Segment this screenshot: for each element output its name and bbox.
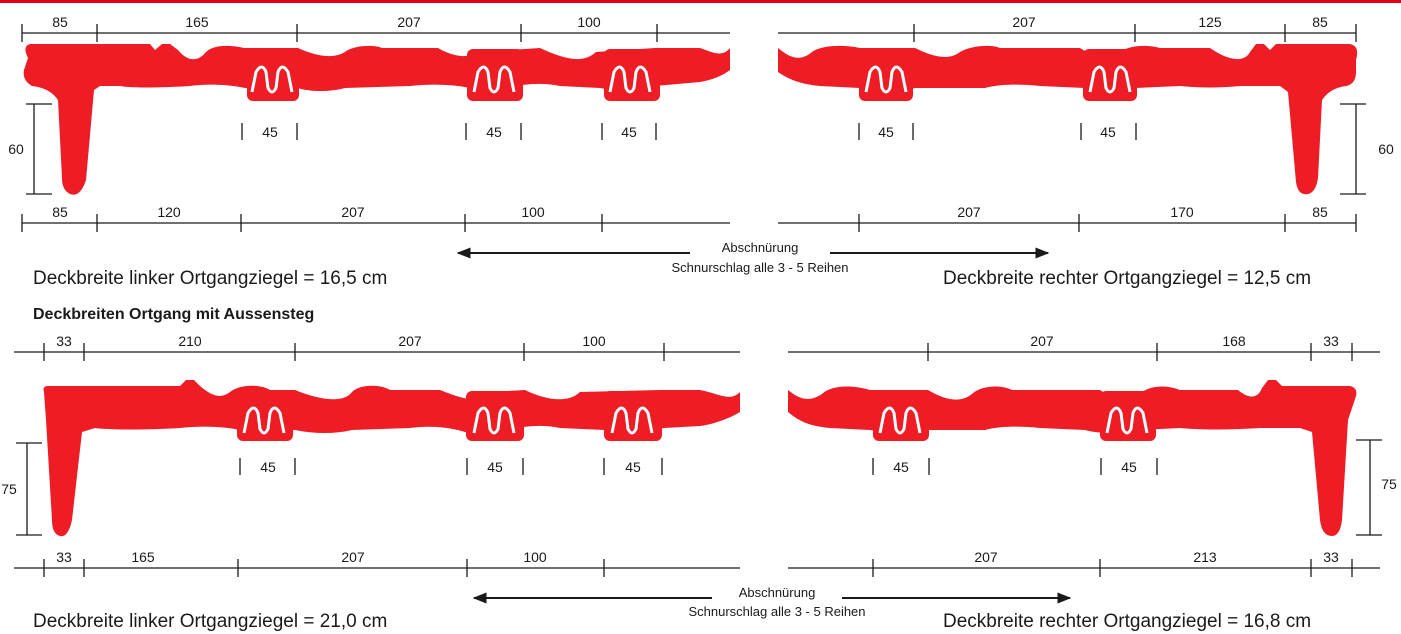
top-right-tile [778, 44, 1358, 195]
top-right-caption: Deckbreite rechter Ortgangziegel = 12,5 … [943, 268, 1312, 289]
bottom-left-bottom-dim-4: 100 [523, 549, 547, 565]
bottom-right-dimension-top [788, 343, 1380, 361]
top-right-height: 60 [1378, 141, 1394, 157]
bottom-left-caption: Deckbreite linker Ortgangziegel = 21,0 c… [33, 611, 388, 632]
top-left-gap-2: 45 [486, 124, 502, 140]
bottom-left-bottom-dim-2: 165 [131, 549, 155, 565]
top-right-top-dim-2: 125 [1198, 14, 1222, 30]
top-left-gap-3: 45 [621, 124, 637, 140]
interlock-groove [1088, 65, 1132, 94]
bottom-left-dimension-bottom [14, 559, 740, 577]
interlock-groove [610, 406, 654, 435]
bottom-left-tile [43, 380, 740, 537]
top-right-tile-body [778, 44, 1358, 195]
section-heading: Deckbreiten Ortgang mit Aussensteg [33, 306, 315, 323]
top-left-gap-marks [241, 123, 657, 140]
interlock-groove [878, 406, 922, 435]
bottom-left-top-dim-3: 207 [398, 333, 422, 349]
bottom-right-height-dimension [1356, 439, 1382, 536]
bottom-left-gap-3: 45 [625, 459, 641, 475]
bottom-left-top-dim-1: 33 [56, 333, 72, 349]
bottom-right-dimension-bottom [788, 559, 1380, 577]
bottom-left-gap-1: 45 [260, 459, 276, 475]
top-right-gap-marks [858, 123, 1137, 140]
top-right-gap-2: 45 [1100, 124, 1116, 140]
interlock-groove [472, 65, 516, 94]
top-right-top-dim-3: 85 [1312, 14, 1328, 30]
bottom-right-caption: Deckbreite rechter Ortgangziegel = 16,8 … [943, 611, 1312, 632]
interlock-groove [864, 65, 908, 94]
bottom-left-tile-body [43, 380, 740, 537]
bottom-left-gap-marks [239, 458, 663, 475]
top-left-dimension-top [21, 24, 730, 42]
interlock-groove [250, 65, 294, 94]
bottom-right-gap-2: 45 [1121, 459, 1137, 475]
top-center-label-1: Abschnürung [721, 240, 799, 255]
bottom-left-gap-2: 45 [487, 459, 503, 475]
interlock-groove [1105, 406, 1149, 435]
top-left-caption: Deckbreite linker Ortgangziegel = 16,5 c… [33, 268, 388, 289]
bottom-left-height: 75 [1, 481, 17, 497]
bottom-right-bottom-dim-1: 207 [974, 549, 998, 565]
top-left-bottom-dim-2: 120 [157, 204, 181, 220]
bottom-right-bottom-dim-3: 33 [1323, 549, 1339, 565]
top-right-gap-1: 45 [878, 124, 894, 140]
top-right-dimension-top [778, 24, 1357, 42]
bottom-right-bottom-dim-2: 213 [1193, 549, 1217, 565]
top-left-bottom-dim-4: 100 [521, 204, 545, 220]
bottom-left-height-dimension [16, 442, 42, 536]
bottom-right-top-dim-1: 207 [1030, 333, 1054, 349]
top-left-bottom-dim-1: 85 [52, 204, 68, 220]
interlock-groove [242, 406, 286, 435]
interlock-groove [472, 406, 516, 435]
top-left-top-dim-4: 100 [577, 14, 601, 30]
bottom-right-gap-1: 45 [893, 459, 909, 475]
top-red-bar [0, 0, 1401, 3]
bottom-right-tile-body [788, 380, 1357, 536]
bottom-left-bottom-dim-1: 33 [56, 549, 72, 565]
top-right-dimension-bottom [778, 214, 1357, 232]
bottom-left-bottom-dim-3: 207 [341, 549, 365, 565]
top-center-label-2: Schnurschlag alle 3 - 5 Reihen [671, 260, 849, 275]
bottom-left-top-dim-2: 210 [178, 333, 202, 349]
top-right-bottom-dim-1: 207 [957, 204, 981, 220]
top-right-top-dim-1: 207 [1012, 14, 1036, 30]
top-left-dimension-bottom [21, 214, 730, 232]
bottom-center-label-1: Abschnürung [738, 585, 816, 600]
top-left-tile-body [23, 44, 730, 195]
top-left-gap-1: 45 [262, 124, 278, 140]
bottom-right-top-dim-3: 33 [1323, 333, 1339, 349]
bottom-right-tile [788, 380, 1357, 536]
bottom-left-top-dim-4: 100 [582, 333, 606, 349]
interlock-groove [608, 65, 652, 94]
bottom-center-label-2: Schnurschlag alle 3 - 5 Reihen [688, 604, 866, 619]
top-left-bottom-dim-3: 207 [341, 204, 365, 220]
top-left-height: 60 [8, 141, 24, 157]
bottom-right-gap-marks [872, 458, 1158, 475]
top-left-top-dim-2: 165 [185, 14, 209, 30]
top-right-height-dimension [1340, 103, 1366, 195]
bottom-left-dimension-top [14, 343, 740, 361]
top-right-bottom-dim-3: 85 [1312, 204, 1328, 220]
top-left-top-dim-3: 207 [397, 14, 421, 30]
top-left-tile [23, 44, 730, 195]
top-left-height-dimension [26, 103, 52, 195]
bottom-right-top-dim-2: 168 [1222, 333, 1246, 349]
bottom-right-height: 75 [1381, 476, 1397, 492]
top-left-top-dim-1: 85 [52, 14, 68, 30]
top-right-bottom-dim-2: 170 [1170, 204, 1194, 220]
